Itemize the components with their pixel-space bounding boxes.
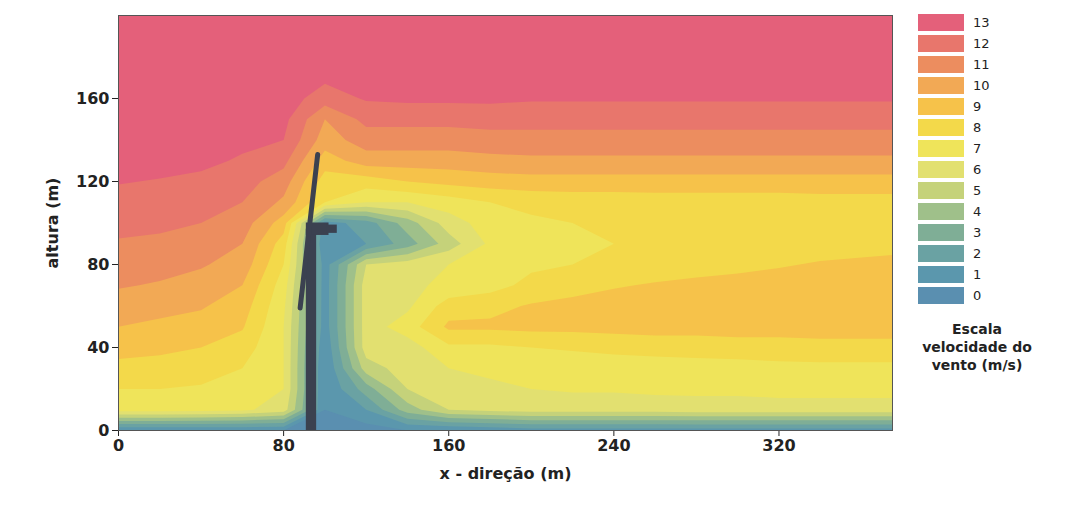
svg-text:320: 320 — [762, 436, 795, 455]
html-text:Escala velocidade do vento (m/: Escala velocidade do vento (m/s) — [922, 321, 1032, 374]
html-text:10: 10 — [973, 78, 990, 93]
html-text:0: 0 — [973, 288, 982, 303]
html-text:8: 8 — [973, 120, 982, 135]
svg-text:0: 0 — [98, 421, 109, 440]
html-text:13: 13 — [973, 15, 990, 30]
html-text:1: 1 — [973, 267, 982, 282]
html-text:12: 12 — [973, 36, 990, 51]
svg-text:160: 160 — [76, 89, 109, 108]
html-text:2: 2 — [973, 246, 982, 261]
svg-text:120: 120 — [76, 172, 109, 191]
svg-text:80: 80 — [272, 436, 294, 455]
html-text:5: 5 — [973, 183, 982, 198]
svg-text:40: 40 — [87, 338, 109, 357]
svg-text:0: 0 — [113, 436, 124, 455]
html-text:4: 4 — [973, 204, 982, 219]
svg-text:80: 80 — [87, 255, 109, 274]
svg-text:x - direção (m): x - direção (m) — [440, 464, 572, 483]
html-text:7: 7 — [973, 141, 982, 156]
svg-text:altura (m): altura (m) — [43, 178, 62, 269]
svg-text:240: 240 — [597, 436, 630, 455]
html-text:11: 11 — [973, 57, 990, 72]
html-text:3: 3 — [973, 225, 982, 240]
html-text:9: 9 — [973, 99, 982, 114]
html-text:6: 6 — [973, 162, 982, 177]
svg-text:160: 160 — [432, 436, 465, 455]
